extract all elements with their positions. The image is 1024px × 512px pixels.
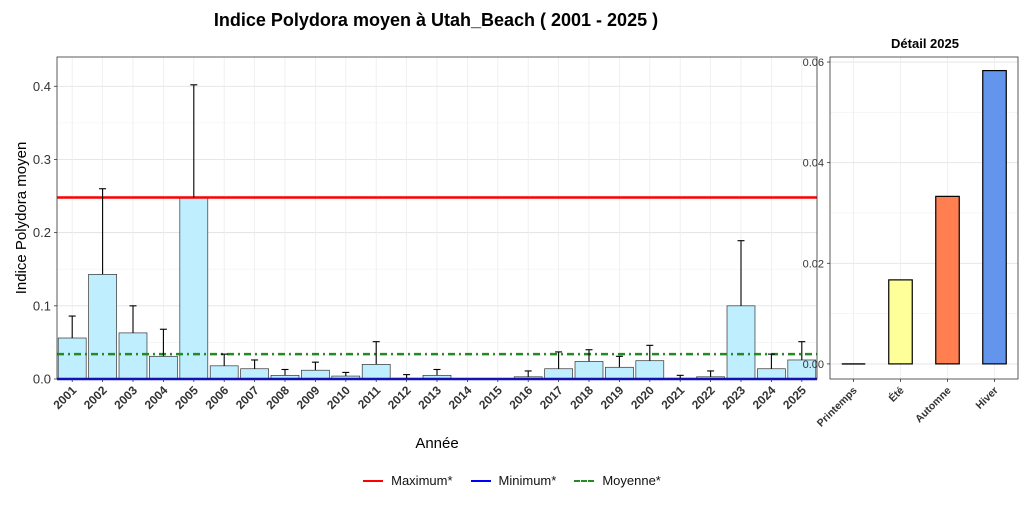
x-tick-label-2014: 2014 — [446, 383, 475, 412]
x-tick-label-2019: 2019 — [598, 383, 627, 412]
legend-swatch-maximum — [363, 479, 384, 482]
y-tick-label: 0.2 — [33, 225, 51, 240]
x-tick-label-2023: 2023 — [719, 383, 748, 412]
bar-2005 — [179, 197, 209, 380]
legend-label-maximum: Maximum* — [391, 473, 453, 488]
x-tick-label-2001: 2001 — [51, 383, 80, 412]
detail-x-tick-label-printemps: Printemps — [815, 385, 860, 430]
x-tick-label-2025: 2025 — [780, 383, 809, 412]
bar-2011 — [361, 364, 391, 380]
bar-2001 — [57, 337, 87, 380]
x-tick-label-2008: 2008 — [263, 383, 292, 412]
bar-2023 — [726, 305, 756, 380]
bar-2020 — [635, 360, 665, 380]
legend-item-minimum: Minimum* — [470, 473, 557, 488]
legend-item-moyenne: Moyenne* — [574, 473, 661, 488]
detail-x-tick-label-ete: Été — [886, 384, 907, 405]
x-tick-label-2005: 2005 — [172, 383, 201, 412]
x-tick-label-2009: 2009 — [294, 383, 323, 412]
detail-x-tick-label-automne: Automne — [913, 385, 954, 426]
x-tick-label-2012: 2012 — [385, 383, 414, 412]
bar-2018 — [574, 361, 604, 380]
bar-2002 — [88, 274, 117, 380]
detail-plot-panel: 0.00 0.02 0.04 0.06 Printemps Été Automne Hiver — [803, 56, 1019, 430]
x-tick-label-2011: 2011 — [355, 383, 384, 412]
x-tick-label-2010: 2010 — [324, 383, 353, 412]
x-tick-label-2015: 2015 — [476, 383, 505, 412]
x-tick-label-2021: 2021 — [659, 383, 688, 412]
detail-y-tick-label: 0.00 — [803, 359, 824, 371]
x-tick-label-2017: 2017 — [537, 383, 566, 412]
x-axis-title: Année — [415, 435, 458, 452]
bar-2017 — [544, 368, 573, 380]
bar-2004 — [149, 355, 178, 380]
bar-2009 — [301, 369, 330, 380]
x-tick-label-2007: 2007 — [233, 383, 262, 412]
detail-bar-automne — [935, 195, 960, 365]
legend-label-moyenne: Moyenne* — [602, 473, 661, 488]
x-tick-label-2024: 2024 — [750, 383, 779, 412]
y-axis-title: Indice Polydora moyen — [13, 142, 30, 295]
x-tick-label-2013: 2013 — [415, 383, 444, 412]
bar-2003 — [118, 332, 148, 380]
x-tick-label-2016: 2016 — [507, 383, 536, 412]
detail-plot-border — [829, 56, 1019, 380]
legend-label-minimum: Minimum* — [498, 473, 557, 488]
y-tick-label: 0.3 — [33, 152, 51, 167]
x-tick-label-2020: 2020 — [628, 383, 657, 412]
bar-2024 — [757, 368, 786, 380]
legend-item-maximum: Maximum* — [363, 473, 453, 488]
y-tick-label: 0.4 — [33, 79, 51, 94]
legend: Maximum* Minimum* Moyenne* — [0, 473, 1024, 488]
legend-swatch-moyenne — [574, 479, 595, 482]
detail-bar-hiver — [982, 69, 1007, 365]
x-tick-label-2006: 2006 — [203, 383, 232, 412]
x-tick-label-2002: 2002 — [81, 383, 110, 412]
detail-chart-title: Détail 2025 — [891, 36, 959, 51]
detail-y-tick-label: 0.06 — [803, 57, 824, 69]
detail-bar-ete — [888, 279, 913, 365]
bar-2019 — [605, 366, 634, 380]
bar-2007 — [240, 368, 269, 380]
x-tick-label-2003: 2003 — [111, 383, 140, 412]
x-tick-label-2018: 2018 — [567, 383, 596, 412]
x-tick-label-2004: 2004 — [142, 383, 171, 412]
detail-y-tick-label: 0.02 — [803, 258, 824, 270]
detail-x-tick-label-hiver: Hiver — [974, 385, 1001, 412]
y-tick-label: 0.0 — [33, 372, 51, 387]
detail-y-tick-label: 0.04 — [803, 158, 824, 170]
x-tick-label-2022: 2022 — [689, 383, 718, 412]
legend-swatch-minimum — [470, 479, 491, 482]
y-tick-label: 0.1 — [33, 298, 51, 313]
bar-2006 — [209, 365, 239, 380]
chart-title: Indice Polydora moyen à Utah_Beach ( 200… — [213, 10, 659, 30]
